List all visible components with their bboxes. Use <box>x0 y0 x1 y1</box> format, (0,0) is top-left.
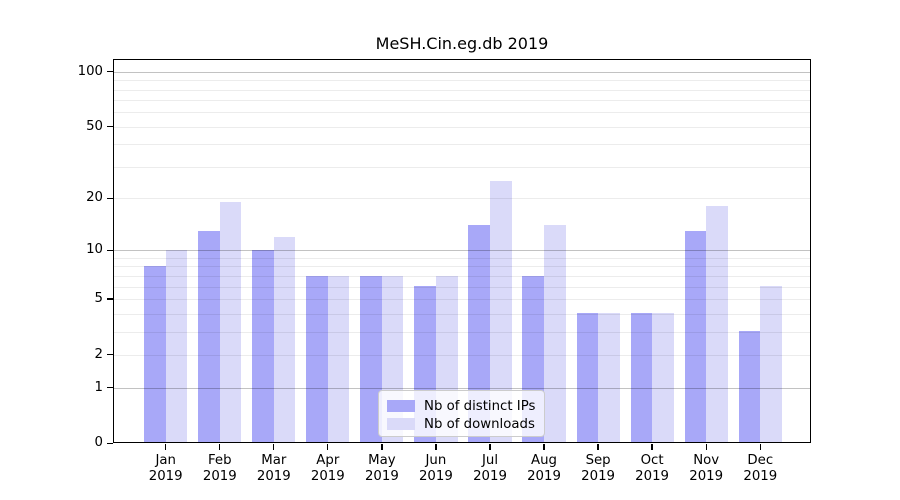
x-tick-mark <box>381 443 383 450</box>
x-tick-label: Aug 2019 <box>527 453 561 484</box>
gridline <box>113 166 811 168</box>
y-tick-mark <box>107 354 113 356</box>
x-tick-label: Apr 2019 <box>310 453 345 484</box>
gridline <box>113 387 811 389</box>
bar-distinct-ips <box>306 275 328 443</box>
gridline <box>113 198 811 200</box>
bar-downloads <box>165 249 188 443</box>
x-tick-mark <box>327 443 329 450</box>
bar-downloads <box>327 275 350 443</box>
gridline <box>113 275 811 277</box>
y-tick-label: 1 <box>94 379 103 395</box>
y-tick-label: 20 <box>86 190 103 206</box>
bar-distinct-ips <box>360 275 382 443</box>
legend-item-downloads: Nb of downloads <box>387 415 536 433</box>
x-tick-label: Jan 2019 <box>148 453 183 484</box>
x-tick-mark <box>597 443 599 450</box>
bar-downloads <box>273 236 296 443</box>
gridline <box>113 80 811 82</box>
x-tick-mark <box>165 443 167 450</box>
bar-downloads <box>544 225 566 443</box>
gridline <box>113 89 811 91</box>
y-tick-label: 50 <box>86 118 103 134</box>
x-tick-mark <box>705 443 707 450</box>
y-tick-mark <box>107 71 113 73</box>
gridline <box>113 126 811 128</box>
legend: Nb of distinct IPs Nb of downloads <box>378 390 545 437</box>
plot-area <box>113 59 811 443</box>
bar-distinct-ips <box>576 313 599 443</box>
x-tick-label: Sep 2019 <box>581 453 616 484</box>
x-tick-label: Jul 2019 <box>473 453 507 484</box>
x-tick-label: Nov 2019 <box>689 453 724 484</box>
bar-downloads <box>219 201 242 443</box>
gridline <box>113 144 811 146</box>
gridline <box>113 286 811 288</box>
x-tick-label: May 2019 <box>364 453 399 484</box>
x-tick-mark <box>219 443 221 450</box>
gridline <box>113 100 811 102</box>
x-tick-label: Oct 2019 <box>635 453 670 484</box>
legend-swatch-downloads <box>387 418 415 430</box>
gridline <box>113 331 811 333</box>
gridline <box>113 250 811 252</box>
x-tick-mark <box>489 443 491 450</box>
bar-distinct-ips <box>198 230 220 443</box>
legend-label-downloads: Nb of downloads <box>424 416 535 432</box>
x-tick-mark <box>651 443 653 450</box>
legend-item-distinct-ips: Nb of distinct IPs <box>387 397 536 415</box>
x-tick-label: Mar 2019 <box>256 453 291 484</box>
y-tick-mark <box>107 249 113 251</box>
gridline <box>113 299 811 300</box>
y-tick-mark <box>107 197 113 199</box>
bar-distinct-ips <box>252 249 274 443</box>
y-tick-mark <box>107 298 113 300</box>
x-tick-mark <box>543 443 545 450</box>
y-tick-mark <box>107 386 113 389</box>
bar-distinct-ips <box>144 266 166 443</box>
gridline <box>113 112 811 114</box>
x-tick-mark <box>759 443 761 450</box>
chart-title: MeSH.Cin.eg.db 2019 <box>375 34 549 53</box>
y-tick-label: 2 <box>94 346 103 362</box>
x-tick-mark <box>435 443 437 450</box>
bar-downloads <box>598 313 620 443</box>
x-tick-mark <box>273 443 275 450</box>
y-tick-label: 5 <box>94 291 103 306</box>
bar-downloads <box>760 286 782 443</box>
y-tick-label: 100 <box>77 63 103 79</box>
bar-distinct-ips <box>468 225 490 443</box>
x-tick-label: Jun 2019 <box>418 453 453 484</box>
x-tick-label: Dec 2019 <box>743 453 778 484</box>
gridline <box>113 257 811 259</box>
bar-distinct-ips <box>684 230 707 443</box>
legend-label-distinct-ips: Nb of distinct IPs <box>424 398 536 414</box>
y-tick-label: 10 <box>86 242 103 258</box>
bar-downloads <box>652 313 674 443</box>
y-tick-mark <box>107 442 113 444</box>
legend-swatch-distinct-ips <box>387 400 415 412</box>
y-tick-mark <box>107 126 113 128</box>
x-tick-label: Feb 2019 <box>202 453 237 484</box>
bar-distinct-ips <box>630 313 653 443</box>
bar-downloads <box>490 180 512 443</box>
y-tick-label: 0 <box>94 435 103 451</box>
gridline <box>113 266 811 268</box>
gridline <box>113 71 811 73</box>
gridline <box>113 313 811 315</box>
bar-distinct-ips <box>738 331 761 443</box>
gridline <box>113 354 811 356</box>
bar-downloads <box>706 205 728 443</box>
